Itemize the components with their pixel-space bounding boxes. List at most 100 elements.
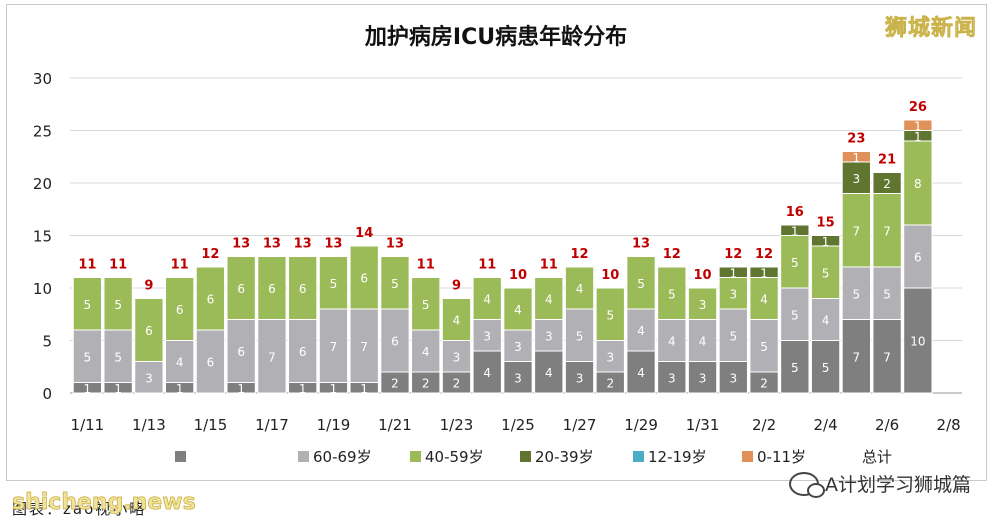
total-label: 13 xyxy=(263,237,281,252)
bar-segment xyxy=(226,319,256,383)
bar-segment xyxy=(780,287,810,341)
x-tick-label: 1/15 xyxy=(194,416,228,434)
data-label: 6 xyxy=(299,345,307,359)
data-label: 5 xyxy=(330,277,338,291)
data-label: 6 xyxy=(207,356,215,370)
data-label: 3 xyxy=(668,371,676,385)
data-label: 5 xyxy=(760,340,768,354)
total-label: 10 xyxy=(509,268,527,283)
bar-segment xyxy=(903,119,933,131)
bar-segment xyxy=(841,266,871,320)
data-label: 3 xyxy=(853,172,861,186)
x-tick-label: 1/17 xyxy=(255,416,289,434)
data-label: 6 xyxy=(914,251,922,265)
bar-segment xyxy=(380,256,410,310)
data-label: 1 xyxy=(853,151,861,165)
data-label: 4 xyxy=(668,335,676,349)
bar-segment xyxy=(503,287,533,331)
legend-label: 40-59岁 xyxy=(425,448,484,466)
bar-segment xyxy=(749,266,779,278)
y-tick-label: 30 xyxy=(33,70,52,88)
data-label: 5 xyxy=(729,329,737,343)
data-label: 3 xyxy=(483,329,491,343)
bar-segment xyxy=(626,256,656,310)
total-label: 13 xyxy=(294,237,312,252)
data-label: 4 xyxy=(699,335,707,349)
data-label: 4 xyxy=(483,293,491,307)
data-label: 4 xyxy=(760,293,768,307)
bar-segment xyxy=(687,361,718,394)
data-label: 5 xyxy=(606,308,614,322)
data-label: 6 xyxy=(145,324,153,338)
bar-segment xyxy=(657,361,687,394)
data-label: 1 xyxy=(729,266,737,280)
total-label: 12 xyxy=(570,247,588,262)
data-label: 5 xyxy=(791,308,799,322)
legend-swatch xyxy=(742,451,753,462)
bar-segment xyxy=(72,277,103,331)
data-label: 5 xyxy=(637,277,645,291)
data-label: 2 xyxy=(391,377,399,391)
bar-segment xyxy=(318,256,349,310)
total-label: 11 xyxy=(109,258,127,273)
total-label: 13 xyxy=(386,237,404,252)
watermark-logo: 狮城新闻 xyxy=(884,16,977,42)
x-tick-label: 1/21 xyxy=(378,416,412,434)
wechat-attribution: A计划学习狮城篇 xyxy=(789,470,971,498)
bar-segment xyxy=(841,161,871,194)
data-label: 4 xyxy=(545,293,553,307)
bar-segment xyxy=(472,350,502,394)
x-tick-label: 2/6 xyxy=(875,416,899,434)
data-label: 6 xyxy=(176,303,184,317)
data-label: 4 xyxy=(453,314,461,328)
y-axis: 0 5 10 15 20 25 30 xyxy=(33,70,52,403)
data-label: 5 xyxy=(791,256,799,270)
y-tick-label: 25 xyxy=(33,123,52,141)
data-label: 2 xyxy=(883,177,891,191)
legend-swatch xyxy=(520,451,531,462)
data-label: 3 xyxy=(606,350,614,364)
bar-segment xyxy=(441,340,472,373)
bar-segment xyxy=(841,151,871,163)
bar-segment xyxy=(288,319,318,383)
bar-segment xyxy=(657,266,687,320)
total-label: 12 xyxy=(724,247,742,262)
x-tick-label: 1/13 xyxy=(132,416,166,434)
bar-segment xyxy=(165,340,195,383)
x-tick-label: 1/11 xyxy=(71,416,105,434)
bar-segment xyxy=(226,256,256,320)
bars: 1551553614666166761661751762652452344343… xyxy=(72,119,933,396)
data-label: 7 xyxy=(360,340,368,354)
legend: 60-69岁 40-59岁 20-39岁 12-19岁 0-11岁 总计 xyxy=(175,448,892,466)
bar-segment xyxy=(564,266,595,310)
y-tick-label: 10 xyxy=(33,280,52,298)
data-label: 1 xyxy=(791,224,799,238)
data-label: 3 xyxy=(145,371,153,385)
data-label: 3 xyxy=(453,350,461,364)
total-label: 12 xyxy=(663,247,681,262)
total-label: 12 xyxy=(201,247,219,262)
total-label: 13 xyxy=(632,237,650,252)
bar-segment xyxy=(872,319,902,394)
bar-segment xyxy=(534,277,564,320)
total-label: 10 xyxy=(694,268,712,283)
y-tick-label: 0 xyxy=(42,385,52,403)
total-label: 14 xyxy=(355,226,373,241)
bar-segment xyxy=(903,287,933,394)
x-axis: 1/11 1/13 1/15 1/17 1/19 1/21 1/23 1/25 1/27 1/29… xyxy=(71,416,961,434)
y-tick-label: 15 xyxy=(33,228,52,246)
bar-segment xyxy=(718,266,748,278)
bar-segment xyxy=(626,308,656,352)
data-label: 7 xyxy=(883,350,891,364)
bar-segment xyxy=(411,277,441,331)
data-label: 2 xyxy=(453,377,461,391)
bar-segment xyxy=(349,308,379,383)
data-label: 7 xyxy=(268,350,276,364)
total-label: 13 xyxy=(232,237,250,252)
x-tick-label: 1/23 xyxy=(440,416,474,434)
data-label: 5 xyxy=(853,287,861,301)
bar-segment xyxy=(749,319,779,373)
x-tick-label: 1/31 xyxy=(686,416,720,434)
total-label: 11 xyxy=(540,258,558,273)
